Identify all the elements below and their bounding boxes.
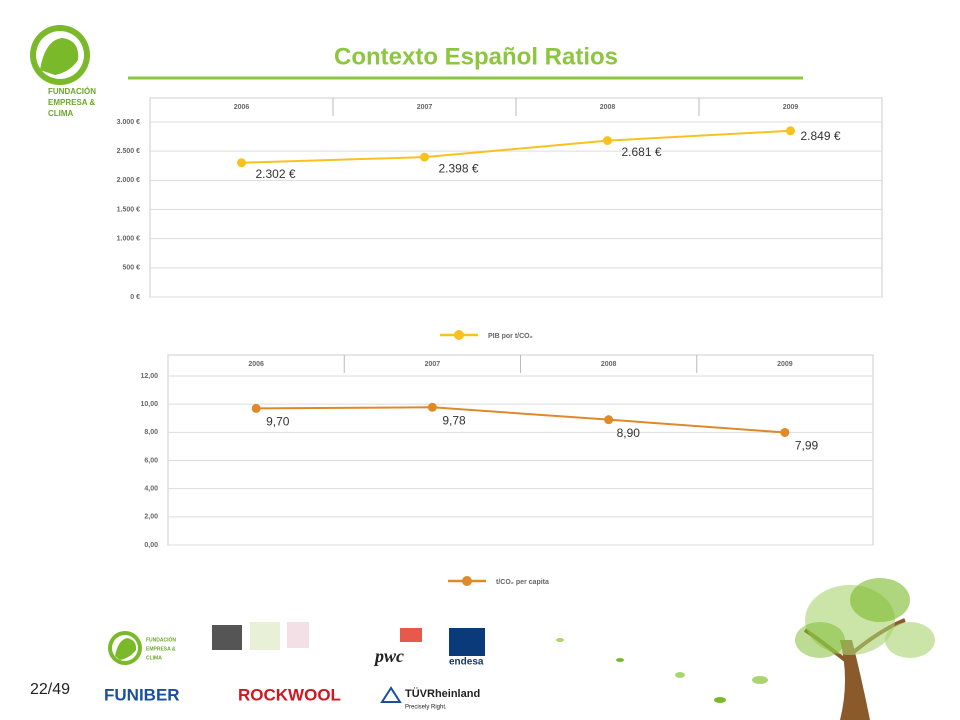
data-point	[786, 126, 795, 136]
legend-label: PIB por t/CO₂	[488, 333, 533, 340]
slide-title: Contexto Español Ratios	[334, 43, 618, 70]
data-label: 2.398 €	[439, 161, 479, 175]
y-tick-label: 6,00	[144, 457, 158, 464]
y-tick-label: 10,00	[140, 401, 158, 408]
logo-text: FUNDACIÓN	[146, 635, 176, 643]
logo-text: EMPRESA &	[146, 646, 176, 652]
funiber-logo: FUNIBER	[104, 685, 180, 704]
x-tick-label: 2006	[248, 361, 264, 368]
data-point	[603, 136, 612, 146]
page-number: 22/49	[30, 681, 70, 698]
x-tick-label: 2007	[425, 361, 441, 368]
x-tick-label: 2006	[234, 104, 250, 111]
tuv-logo: TÜVRheinland	[405, 687, 480, 700]
data-point	[237, 158, 246, 168]
data-point	[780, 427, 790, 437]
data-point	[427, 402, 437, 412]
unesco-logo	[212, 625, 242, 650]
pwc-logo: pwc	[373, 646, 404, 666]
y-tick-label: 4,00	[144, 486, 158, 493]
y-tick-label: 1.500 €	[117, 206, 140, 213]
unitwin-logo	[250, 622, 280, 650]
legend-marker	[462, 576, 472, 586]
y-tick-label: 0,00	[144, 542, 158, 549]
data-label: 2.302 €	[256, 167, 296, 181]
charts: 0 € 500 € 1.000 € 1.500 € 2.000 € 2.500 € 3.00…	[117, 97, 883, 586]
data-label: 9,78	[442, 413, 466, 427]
series-line	[241, 129, 791, 164]
logo-text: EMPRESA &	[48, 98, 95, 107]
data-label: 2.849 €	[801, 129, 841, 143]
pwc-mark	[400, 628, 422, 642]
endesa-mark	[449, 628, 485, 656]
y-tick-label: 12,00	[140, 373, 158, 380]
x-tick-label: 2008	[600, 104, 616, 111]
y-tick-label: 2,00	[144, 514, 158, 521]
data-point	[251, 403, 261, 413]
y-tick-label: 2.000 €	[117, 177, 140, 184]
data-label: 8,90	[617, 426, 641, 440]
x-tick-label: 2007	[417, 104, 433, 111]
y-tick-label: 0 €	[130, 294, 140, 301]
x-tick-label: 2009	[777, 361, 793, 368]
y-tick-label: 3.000 €	[117, 119, 140, 126]
y-tick-label: 8,00	[144, 429, 158, 436]
series-line	[256, 406, 785, 434]
rockwool-logo: ROCKWOOL	[238, 685, 341, 704]
legend-label: t/CO₂ per capita	[496, 579, 549, 586]
data-point	[604, 415, 614, 425]
logo-fundacion: FUNDACIÓN EMPRESA & CLIMA	[30, 25, 96, 118]
logo-text: FUNDACIÓN	[48, 87, 96, 96]
x-tick-label: 2009	[783, 104, 799, 111]
data-label: 7,99	[795, 439, 819, 453]
y-tick-label: 500 €	[122, 265, 140, 272]
tuv-tagline: Precisely Right.	[405, 705, 447, 711]
endesa-logo: endesa	[449, 657, 484, 668]
tree-decoration	[556, 578, 935, 720]
tuv-mark	[380, 686, 402, 703]
footer-logos: FUNDACIÓN EMPRESA & CLIMA pwc endesa FUN…	[104, 622, 485, 711]
legend-marker	[454, 330, 464, 340]
data-point	[420, 152, 429, 162]
esci-logo	[287, 622, 309, 648]
y-tick-label: 2.500 €	[117, 148, 140, 155]
x-tick-label: 2008	[601, 361, 617, 368]
plot-frame	[149, 97, 883, 298]
y-tick-label: 1.000 €	[117, 236, 140, 243]
logo-text: CLIMA	[48, 109, 74, 118]
data-label: 2.681 €	[622, 145, 662, 159]
data-label: 9,70	[266, 415, 290, 429]
logo-text: CLIMA	[146, 655, 162, 661]
